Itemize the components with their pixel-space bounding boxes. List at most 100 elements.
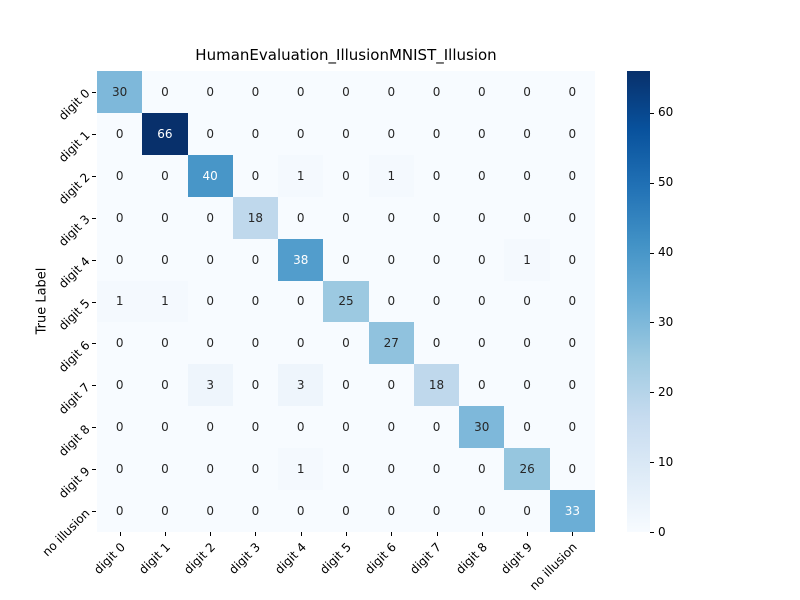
cell-annotation: 0 bbox=[523, 378, 531, 393]
cell-annotation: 0 bbox=[342, 378, 350, 393]
y-tick-mark bbox=[92, 427, 96, 429]
cell-annotation: 1 bbox=[523, 252, 531, 267]
cell-annotation: 0 bbox=[477, 252, 486, 267]
cell-annotation: 0 bbox=[432, 126, 441, 141]
heatmap-cell: 0 bbox=[323, 448, 369, 491]
x-tick-label: no illusion bbox=[527, 540, 581, 593]
heatmap-cell: 0 bbox=[278, 112, 324, 155]
cell-annotation: 0 bbox=[523, 84, 531, 99]
heatmap-cell: 0 bbox=[97, 196, 143, 239]
y-tick-label: digit 3 bbox=[55, 212, 93, 250]
cell-annotation: 0 bbox=[432, 504, 441, 519]
cell-annotation: 0 bbox=[251, 420, 260, 435]
x-tick-mark bbox=[572, 532, 574, 536]
heatmap-cell: 0 bbox=[97, 154, 143, 197]
heatmap-cell: 0 bbox=[278, 196, 324, 239]
cell-annotation: 0 bbox=[206, 252, 214, 267]
heatmap-cell: 0 bbox=[504, 280, 550, 323]
y-axis-label: True Label bbox=[34, 267, 50, 335]
y-tick-label: no illusion bbox=[39, 505, 93, 559]
x-tick-mark bbox=[119, 532, 121, 536]
heatmap-cell: 30 bbox=[97, 71, 143, 113]
heatmap-cell: 0 bbox=[97, 112, 143, 155]
heatmap-cell: 0 bbox=[232, 280, 279, 323]
cell-annotation: 0 bbox=[432, 294, 441, 309]
heatmap-cell: 0 bbox=[232, 490, 279, 532]
y-tick-label: digit 8 bbox=[55, 421, 93, 459]
heatmap-cell: 0 bbox=[232, 154, 279, 197]
heatmap-cell: 0 bbox=[459, 71, 505, 113]
colorbar-tick-label: 20 bbox=[658, 384, 674, 399]
heatmap-cell: 0 bbox=[504, 71, 550, 113]
cell-annotation: 0 bbox=[342, 420, 350, 435]
cell-annotation: 0 bbox=[115, 252, 124, 267]
heatmap-cell: 0 bbox=[323, 154, 369, 197]
heatmap-cell: 0 bbox=[142, 364, 188, 407]
colorbar-tick-mark bbox=[650, 392, 654, 394]
heatmap-cell: 0 bbox=[368, 406, 414, 449]
cell-annotation: 27 bbox=[383, 336, 399, 351]
heatmap-cell: 3 bbox=[278, 364, 324, 407]
chart-title: HumanEvaluation_IllusionMNIST_Illusion bbox=[195, 46, 497, 64]
heatmap-cell: 33 bbox=[549, 490, 595, 532]
cell-annotation: 0 bbox=[568, 84, 577, 99]
y-tick-mark bbox=[92, 91, 96, 93]
heatmap-cell: 0 bbox=[97, 322, 143, 365]
heatmap-cell: 1 bbox=[368, 154, 414, 197]
cell-annotation: 0 bbox=[432, 84, 441, 99]
cell-annotation: 0 bbox=[387, 126, 396, 141]
cell-annotation: 0 bbox=[387, 210, 396, 225]
heatmap-cell: 1 bbox=[504, 238, 550, 281]
heatmap-cell: 0 bbox=[368, 112, 414, 155]
x-tick-label: digit 6 bbox=[362, 540, 400, 577]
cell-annotation: 0 bbox=[206, 84, 214, 99]
cell-annotation: 0 bbox=[206, 420, 214, 435]
heatmap-cell: 0 bbox=[97, 406, 143, 449]
heatmap-grid: 30 0 0 0 0 0 0 0 0 0 0 0 66 0 0 0 0 0 0 0 0 0 0 0 40 0 1 0 1 0 0 0 0 0 0 0 1… bbox=[97, 71, 595, 532]
cell-annotation: 0 bbox=[432, 462, 441, 477]
heatmap-cell: 0 bbox=[549, 322, 595, 365]
cell-annotation: 0 bbox=[387, 462, 396, 477]
cell-annotation: 0 bbox=[296, 420, 305, 435]
x-tick-label: digit 7 bbox=[407, 540, 445, 577]
heatmap-cell: 0 bbox=[368, 448, 414, 491]
cell-annotation: 0 bbox=[477, 378, 486, 393]
cell-annotation: 0 bbox=[568, 252, 577, 267]
cell-annotation: 0 bbox=[161, 462, 169, 477]
cell-annotation: 0 bbox=[477, 294, 486, 309]
cell-annotation: 0 bbox=[523, 168, 531, 183]
cell-annotation: 0 bbox=[523, 210, 531, 225]
heatmap-cell: 0 bbox=[142, 71, 188, 113]
heatmap-cell: 0 bbox=[232, 71, 279, 113]
heatmap-cell: 0 bbox=[232, 322, 279, 365]
cell-annotation: 0 bbox=[568, 210, 577, 225]
cell-annotation: 0 bbox=[523, 336, 531, 351]
heatmap-cell: 0 bbox=[97, 490, 143, 532]
heatmap-cell: 0 bbox=[504, 406, 550, 449]
x-tick-label: digit 0 bbox=[90, 540, 128, 577]
heatmap-cell: 1 bbox=[278, 154, 324, 197]
x-tick-label: digit 3 bbox=[226, 540, 264, 577]
cell-annotation: 1 bbox=[296, 168, 305, 183]
cell-annotation: 3 bbox=[206, 378, 214, 393]
x-tick-label: digit 8 bbox=[452, 540, 490, 577]
y-tick-mark bbox=[92, 259, 96, 261]
x-tick-mark bbox=[391, 532, 393, 536]
heatmap-cell: 0 bbox=[97, 238, 143, 281]
cell-annotation: 0 bbox=[432, 168, 441, 183]
heatmap-cell: 0 bbox=[549, 364, 595, 407]
heatmap-cell: 0 bbox=[504, 112, 550, 155]
colorbar-tick-label: 50 bbox=[658, 175, 674, 190]
heatmap-cell: 0 bbox=[187, 238, 233, 281]
heatmap-cell: 0 bbox=[187, 406, 233, 449]
cell-annotation: 26 bbox=[519, 462, 535, 477]
cell-annotation: 0 bbox=[432, 252, 441, 267]
colorbar-tick-label: 60 bbox=[658, 105, 674, 120]
heatmap-cell: 0 bbox=[459, 238, 505, 281]
heatmap-cell: 0 bbox=[459, 322, 505, 365]
cell-annotation: 0 bbox=[161, 84, 169, 99]
cell-annotation: 0 bbox=[387, 378, 396, 393]
y-tick-mark bbox=[92, 385, 96, 387]
cell-annotation: 0 bbox=[387, 420, 396, 435]
y-tick-mark bbox=[92, 301, 96, 303]
